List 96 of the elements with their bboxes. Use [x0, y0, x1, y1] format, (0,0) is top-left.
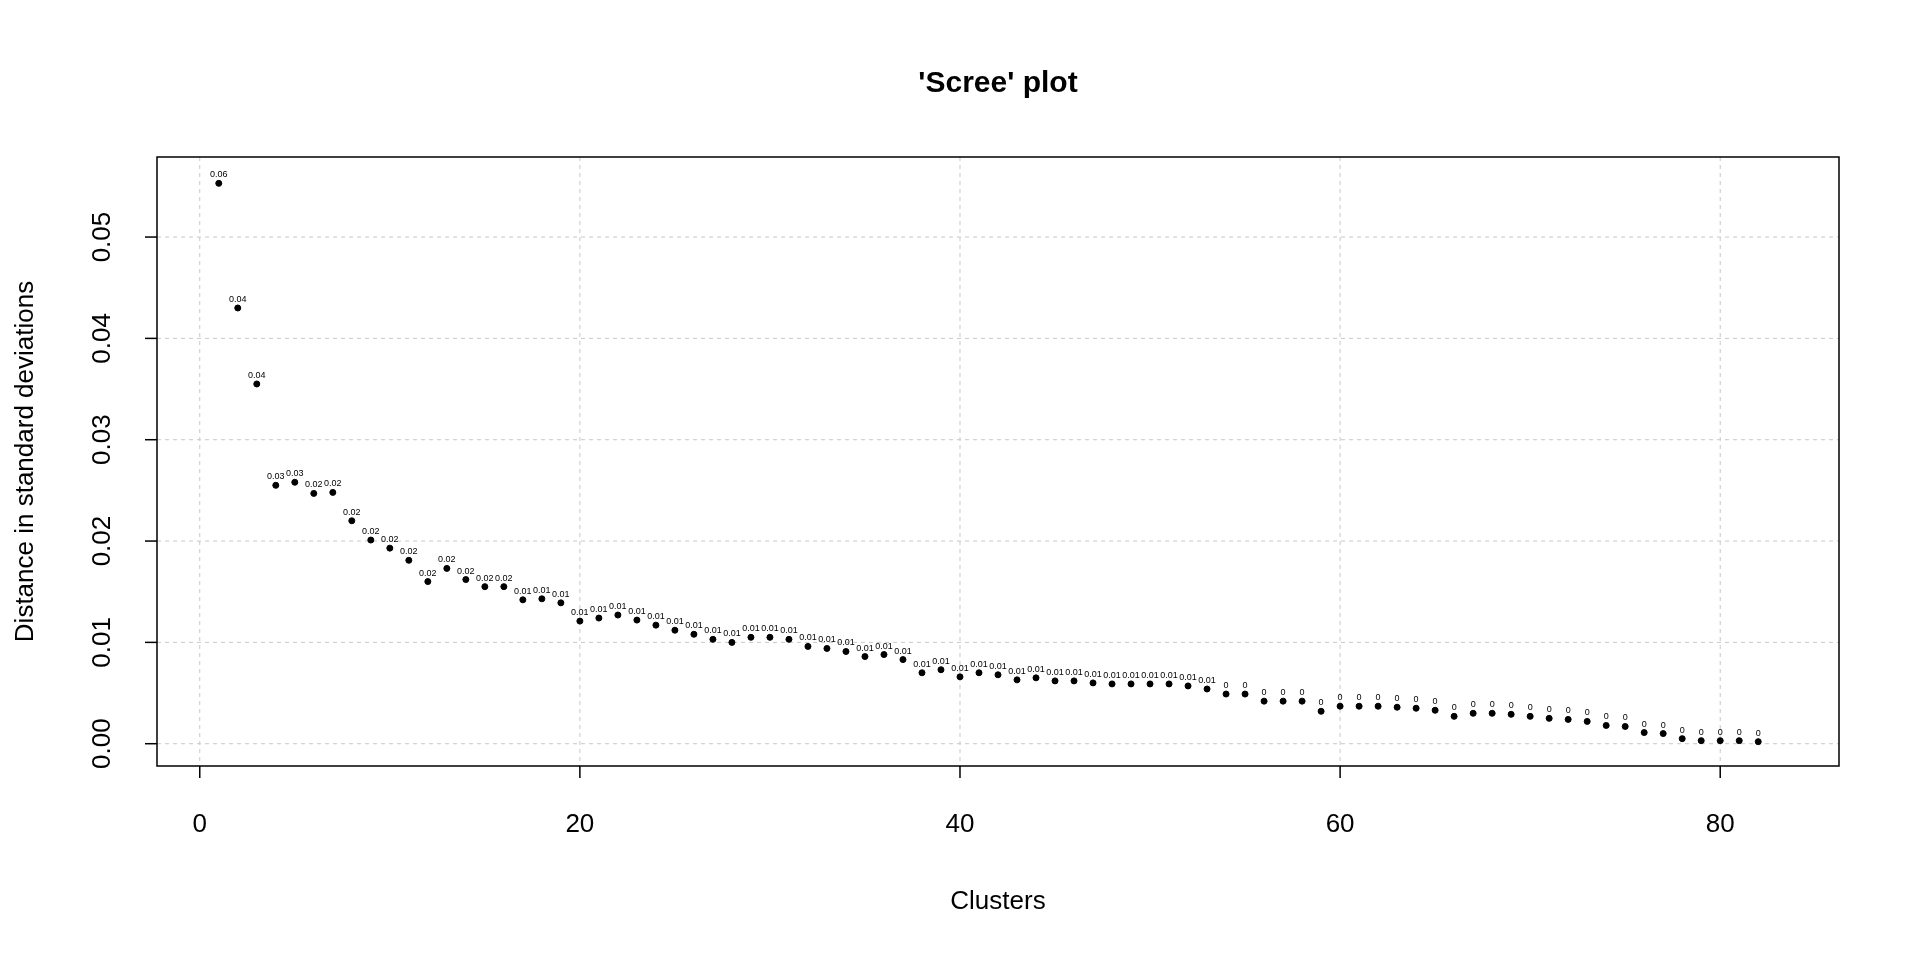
- data-label: 0: [1736, 726, 1742, 737]
- data-label: 0.02: [457, 565, 475, 576]
- data-label: 0.01: [1179, 671, 1197, 682]
- data-label: 0.04: [229, 293, 247, 304]
- data-label: 0.03: [286, 468, 304, 479]
- data-label: 0.01: [571, 607, 589, 618]
- data-label: 0: [1337, 692, 1343, 703]
- data-label: 0.02: [324, 478, 342, 489]
- data-label: 0.01: [704, 625, 722, 636]
- data-label: 0.01: [1027, 663, 1045, 674]
- data-label: 0: [1413, 694, 1419, 705]
- data-label: 0.01: [552, 588, 570, 599]
- data-label: 0: [1603, 711, 1609, 722]
- data-label: 0: [1508, 700, 1514, 711]
- data-label: 0: [1299, 687, 1305, 698]
- data-label: 0: [1622, 712, 1628, 723]
- data-label: 0.01: [666, 616, 684, 627]
- data-label: 0: [1717, 726, 1723, 737]
- data-label: 0.01: [913, 658, 931, 669]
- data-label: 0.01: [1103, 669, 1121, 680]
- y-tick-label: 0.00: [86, 718, 117, 770]
- data-label: 0.01: [1008, 665, 1026, 676]
- data-label: 0: [1375, 692, 1381, 703]
- x-tick-label: 40: [945, 808, 975, 839]
- data-label: 0.01: [818, 634, 836, 645]
- data-label: 0.01: [1065, 666, 1083, 677]
- data-label: 0: [1261, 687, 1267, 698]
- data-label: 0: [1641, 718, 1647, 729]
- y-tick-label: 0.02: [86, 515, 117, 567]
- y-tick-label: 0.01: [86, 617, 117, 668]
- x-tick-label: 20: [565, 808, 595, 839]
- data-label: 0.01: [970, 658, 988, 669]
- data-label: 0.01: [799, 632, 817, 643]
- data-label: 0.01: [1122, 669, 1140, 680]
- data-label: 0.02: [381, 534, 399, 545]
- data-label: 0.01: [1141, 669, 1159, 680]
- y-tick-label: 0.04: [86, 313, 117, 364]
- x-tick-label: 60: [1325, 808, 1355, 839]
- x-tick-label: 0: [192, 808, 207, 839]
- data-label: 0.03: [267, 471, 285, 482]
- data-label: 0.01: [647, 611, 665, 622]
- data-label: 0.01: [989, 660, 1007, 671]
- data-label: 0: [1280, 687, 1286, 698]
- data-label: 0.01: [1160, 669, 1178, 680]
- data-label: 0.01: [628, 606, 646, 617]
- data-label: 0.01: [837, 637, 855, 648]
- data-label: 0: [1470, 699, 1476, 710]
- data-label: 0.01: [875, 640, 893, 651]
- data-label: 0.01: [932, 655, 950, 666]
- data-label: 0.02: [476, 572, 494, 583]
- data-label: 0.06: [210, 169, 228, 180]
- data-label: 0.01: [1084, 668, 1102, 679]
- data-label: 0: [1451, 702, 1457, 713]
- data-label: 0.01: [894, 645, 912, 656]
- data-label: 0: [1755, 727, 1761, 738]
- data-label: 0: [1318, 697, 1324, 708]
- data-label: 0: [1489, 699, 1495, 710]
- data-label: 0: [1356, 692, 1362, 703]
- data-label: 0: [1565, 705, 1571, 716]
- y-axis-title: Distance in standard deviations: [9, 280, 40, 643]
- data-label: 0: [1223, 680, 1229, 691]
- data-label: 0: [1432, 696, 1438, 707]
- data-label: 0.01: [761, 623, 779, 634]
- data-label: 0.02: [343, 506, 361, 517]
- data-label: 0.02: [400, 546, 418, 557]
- data-label: 0.02: [438, 554, 456, 565]
- data-label: 0: [1546, 704, 1552, 715]
- data-label: 0.01: [723, 628, 741, 639]
- x-tick-label: 80: [1705, 808, 1735, 839]
- data-label: 0.01: [590, 604, 608, 615]
- data-label: 0: [1660, 719, 1666, 730]
- data-label: 0.02: [305, 479, 323, 490]
- data-label: 0: [1679, 724, 1685, 735]
- data-label: 0.01: [514, 585, 532, 596]
- data-label: 0.01: [1046, 666, 1064, 677]
- data-label: 0.02: [495, 572, 513, 583]
- x-axis-title: Clusters: [950, 885, 1046, 916]
- data-label: 0.04: [248, 369, 266, 380]
- y-tick-label: 0.05: [86, 211, 117, 263]
- data-label: 0: [1242, 680, 1248, 691]
- data-label: 0: [1584, 707, 1590, 718]
- data-label: 0: [1394, 693, 1400, 704]
- data-label: 0.01: [742, 623, 760, 634]
- data-label: 0.01: [951, 662, 969, 673]
- data-label: 0.01: [609, 601, 627, 612]
- data-label: 0.02: [362, 526, 380, 537]
- data-label: 0: [1527, 702, 1533, 713]
- data-label: 0.01: [780, 625, 798, 636]
- data-label: 0.01: [685, 620, 703, 631]
- y-tick-label: 0.03: [86, 414, 117, 466]
- data-label: 0.01: [533, 584, 551, 595]
- data-label: 0.01: [1198, 674, 1216, 685]
- chart-title: 'Scree' plot: [918, 64, 1078, 98]
- data-label: 0.01: [856, 642, 874, 653]
- data-label: 0: [1698, 726, 1704, 737]
- data-label: 0.02: [419, 567, 437, 578]
